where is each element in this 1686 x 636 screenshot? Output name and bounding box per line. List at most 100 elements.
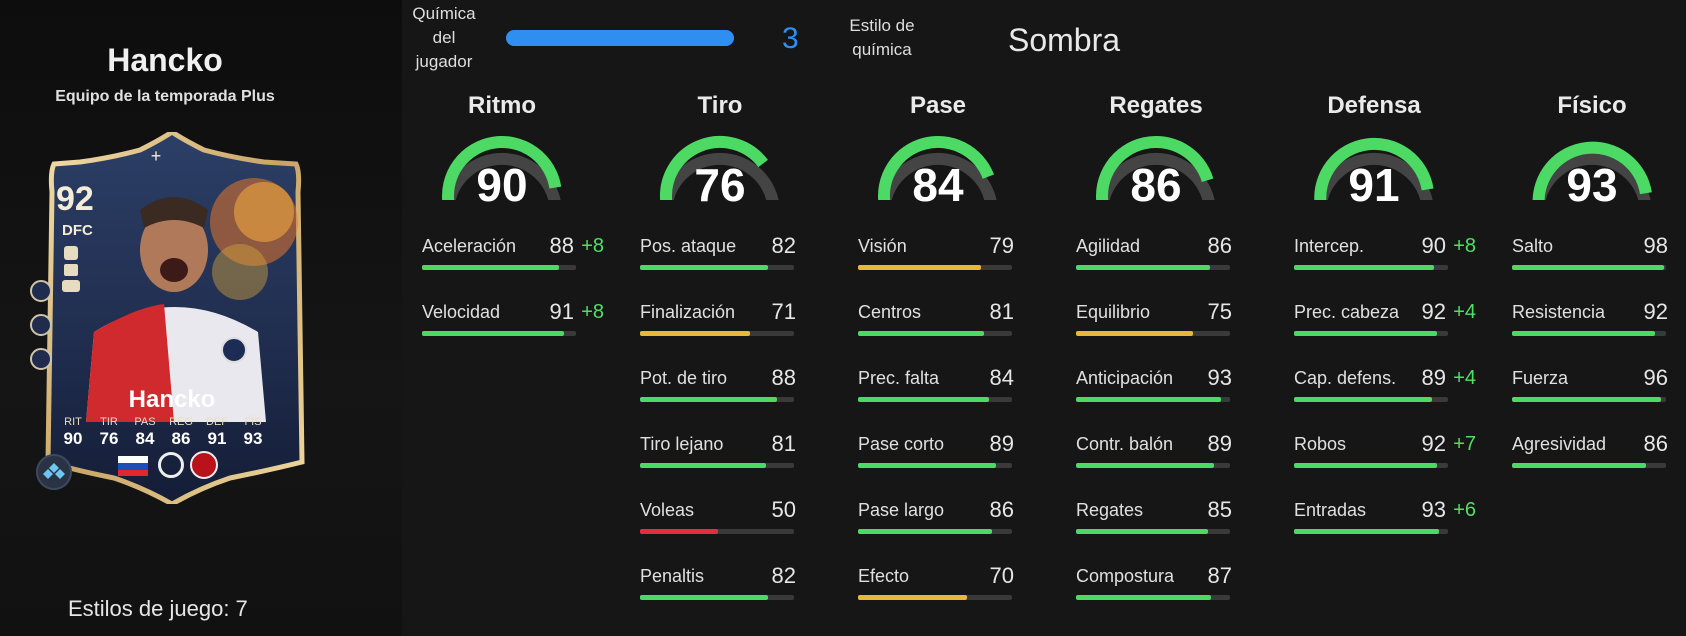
stat-value: 92 xyxy=(1421,299,1446,324)
stat-bar-fill xyxy=(1076,331,1193,336)
stat-bar xyxy=(858,397,1012,402)
stat-row[interactable]: Resistencia 92 xyxy=(1512,299,1686,354)
stat-name: Fuerza xyxy=(1512,368,1569,388)
stat-name: Tiro lejano xyxy=(640,434,724,454)
card-stat-value: 90 xyxy=(63,429,83,448)
stat-row[interactable]: Compostura 87 xyxy=(1076,563,1258,618)
stat-bar xyxy=(422,331,576,336)
stat-name: Aceleración xyxy=(422,236,517,256)
stat-row[interactable]: Visión 79 xyxy=(858,233,1040,288)
stat-name: Cap. defens. xyxy=(1294,368,1397,388)
card-stat: RIT 90 xyxy=(56,416,90,449)
stat-name: Agilidad xyxy=(1076,236,1141,256)
card-stat: DEF 91 xyxy=(200,416,234,449)
category-gauge xyxy=(1096,136,1215,200)
stat-row[interactable]: Intercep. 90 +8 xyxy=(1294,233,1476,288)
stat-value: 79 xyxy=(989,233,1014,258)
stat-bar xyxy=(858,595,1012,600)
stat-row[interactable]: Pase corto 89 xyxy=(858,431,1040,486)
category-value: 86 xyxy=(1130,159,1182,211)
stat-name: Penaltis xyxy=(640,566,705,586)
stat-bar xyxy=(1294,331,1448,336)
stats-panel: Química del jugador 3 Estilo de química … xyxy=(402,0,1686,636)
stat-bar xyxy=(1294,463,1448,468)
card-stat-value: 76 xyxy=(99,429,119,448)
player-photo xyxy=(86,197,266,422)
category-title: Ritmo xyxy=(468,92,536,119)
stat-bar xyxy=(640,397,794,402)
stat-row[interactable]: Equilibrio 75 xyxy=(1076,299,1258,354)
category-gauge xyxy=(442,136,562,200)
chem-style-value[interactable]: Sombra xyxy=(1008,22,1121,58)
stat-bar xyxy=(1076,265,1230,270)
stat-row[interactable]: Cap. defens. 89 +4 xyxy=(1294,365,1476,420)
gauge-fill xyxy=(660,136,768,200)
stat-row[interactable]: Pos. ataque 82 xyxy=(640,233,822,288)
stat-bar-fill xyxy=(1512,331,1656,336)
gauge-fill xyxy=(1096,136,1214,200)
stat-row[interactable]: Anticipación 93 xyxy=(1076,365,1258,420)
chemistry-bar-fill xyxy=(506,30,734,46)
stat-row[interactable]: Pase largo 86 xyxy=(858,497,1040,552)
stat-row[interactable]: Pot. de tiro 88 xyxy=(640,365,822,420)
stat-bar-fill xyxy=(422,265,559,270)
playstyle-icon xyxy=(30,314,52,336)
stat-row[interactable]: Centros 81 xyxy=(858,299,1040,354)
stat-value: 86 xyxy=(1207,233,1232,258)
category-value: 84 xyxy=(912,159,964,211)
evolution-icon[interactable] xyxy=(36,454,72,490)
stat-row[interactable]: Prec. cabeza 92 +4 xyxy=(1294,299,1476,354)
stat-name: Efecto xyxy=(858,566,910,586)
stat-name: Pot. de tiro xyxy=(640,368,728,388)
stat-value: 88 xyxy=(771,365,796,390)
stat-bar-fill xyxy=(640,595,768,600)
stat-row[interactable]: Contr. balón 89 xyxy=(1076,431,1258,486)
player-name: Hancko xyxy=(107,42,223,78)
stat-name: Prec. falta xyxy=(858,368,940,388)
stat-bar-fill xyxy=(1512,463,1646,468)
stat-value: 81 xyxy=(989,299,1014,324)
stat-value: 92 xyxy=(1421,431,1446,456)
stat-row[interactable]: Velocidad 91 +8 xyxy=(422,299,604,354)
playstyle-icon xyxy=(30,280,52,302)
stat-name: Pos. ataque xyxy=(640,236,737,256)
stat-row[interactable]: Tiro lejano 81 xyxy=(640,431,822,486)
category-value: 93 xyxy=(1566,159,1618,211)
stat-name: Centros xyxy=(858,302,922,322)
card-name: Hancko xyxy=(128,386,216,413)
category-value: 91 xyxy=(1348,159,1400,211)
player-card[interactable]: + 92 DFC Hancko RIT 90 TIR 76 PAS 84 REG 86 DEF 9… xyxy=(30,132,310,504)
stat-bonus: +6 xyxy=(1453,499,1476,521)
stat-bar xyxy=(422,265,576,270)
gauge-fill xyxy=(1532,141,1652,200)
stat-name: Velocidad xyxy=(422,302,501,322)
card-stat-value: 86 xyxy=(171,429,191,448)
stat-name: Finalización xyxy=(640,302,736,322)
stat-row[interactable]: Salto 98 xyxy=(1512,233,1686,288)
stat-name: Compostura xyxy=(1076,566,1175,586)
stat-row[interactable]: Agilidad 86 xyxy=(1076,233,1258,288)
stat-bar xyxy=(1076,529,1230,534)
playstyles-count[interactable]: Estilos de juego: 7 xyxy=(68,596,248,621)
stat-value: 84 xyxy=(989,365,1014,390)
stat-row[interactable]: Prec. falta 84 xyxy=(858,365,1040,420)
svg-text:+: + xyxy=(151,146,162,166)
stat-value: 82 xyxy=(771,233,796,258)
stat-row[interactable]: Aceleración 88 +8 xyxy=(422,233,604,288)
stat-row[interactable]: Penaltis 82 xyxy=(640,563,822,618)
gauge-track xyxy=(1097,152,1215,200)
stat-row[interactable]: Finalización 71 xyxy=(640,299,822,354)
stat-row[interactable]: Agresividad 86 xyxy=(1512,431,1686,486)
stat-row[interactable]: Voleas 50 xyxy=(640,497,822,552)
stat-value: 92 xyxy=(1643,299,1668,324)
stat-row[interactable]: Fuerza 96 xyxy=(1512,365,1686,420)
stat-row[interactable]: Entradas 93 +6 xyxy=(1294,497,1476,552)
stat-bar xyxy=(640,463,794,468)
stat-bar-fill xyxy=(640,331,751,336)
stat-row[interactable]: Robos 92 +7 xyxy=(1294,431,1476,486)
stat-value: 88 xyxy=(549,233,574,258)
stat-row[interactable]: Efecto 70 xyxy=(858,563,1040,618)
stat-row[interactable]: Regates 85 xyxy=(1076,497,1258,552)
card-stat-value: 93 xyxy=(243,429,263,448)
stat-name: Contr. balón xyxy=(1076,434,1174,454)
